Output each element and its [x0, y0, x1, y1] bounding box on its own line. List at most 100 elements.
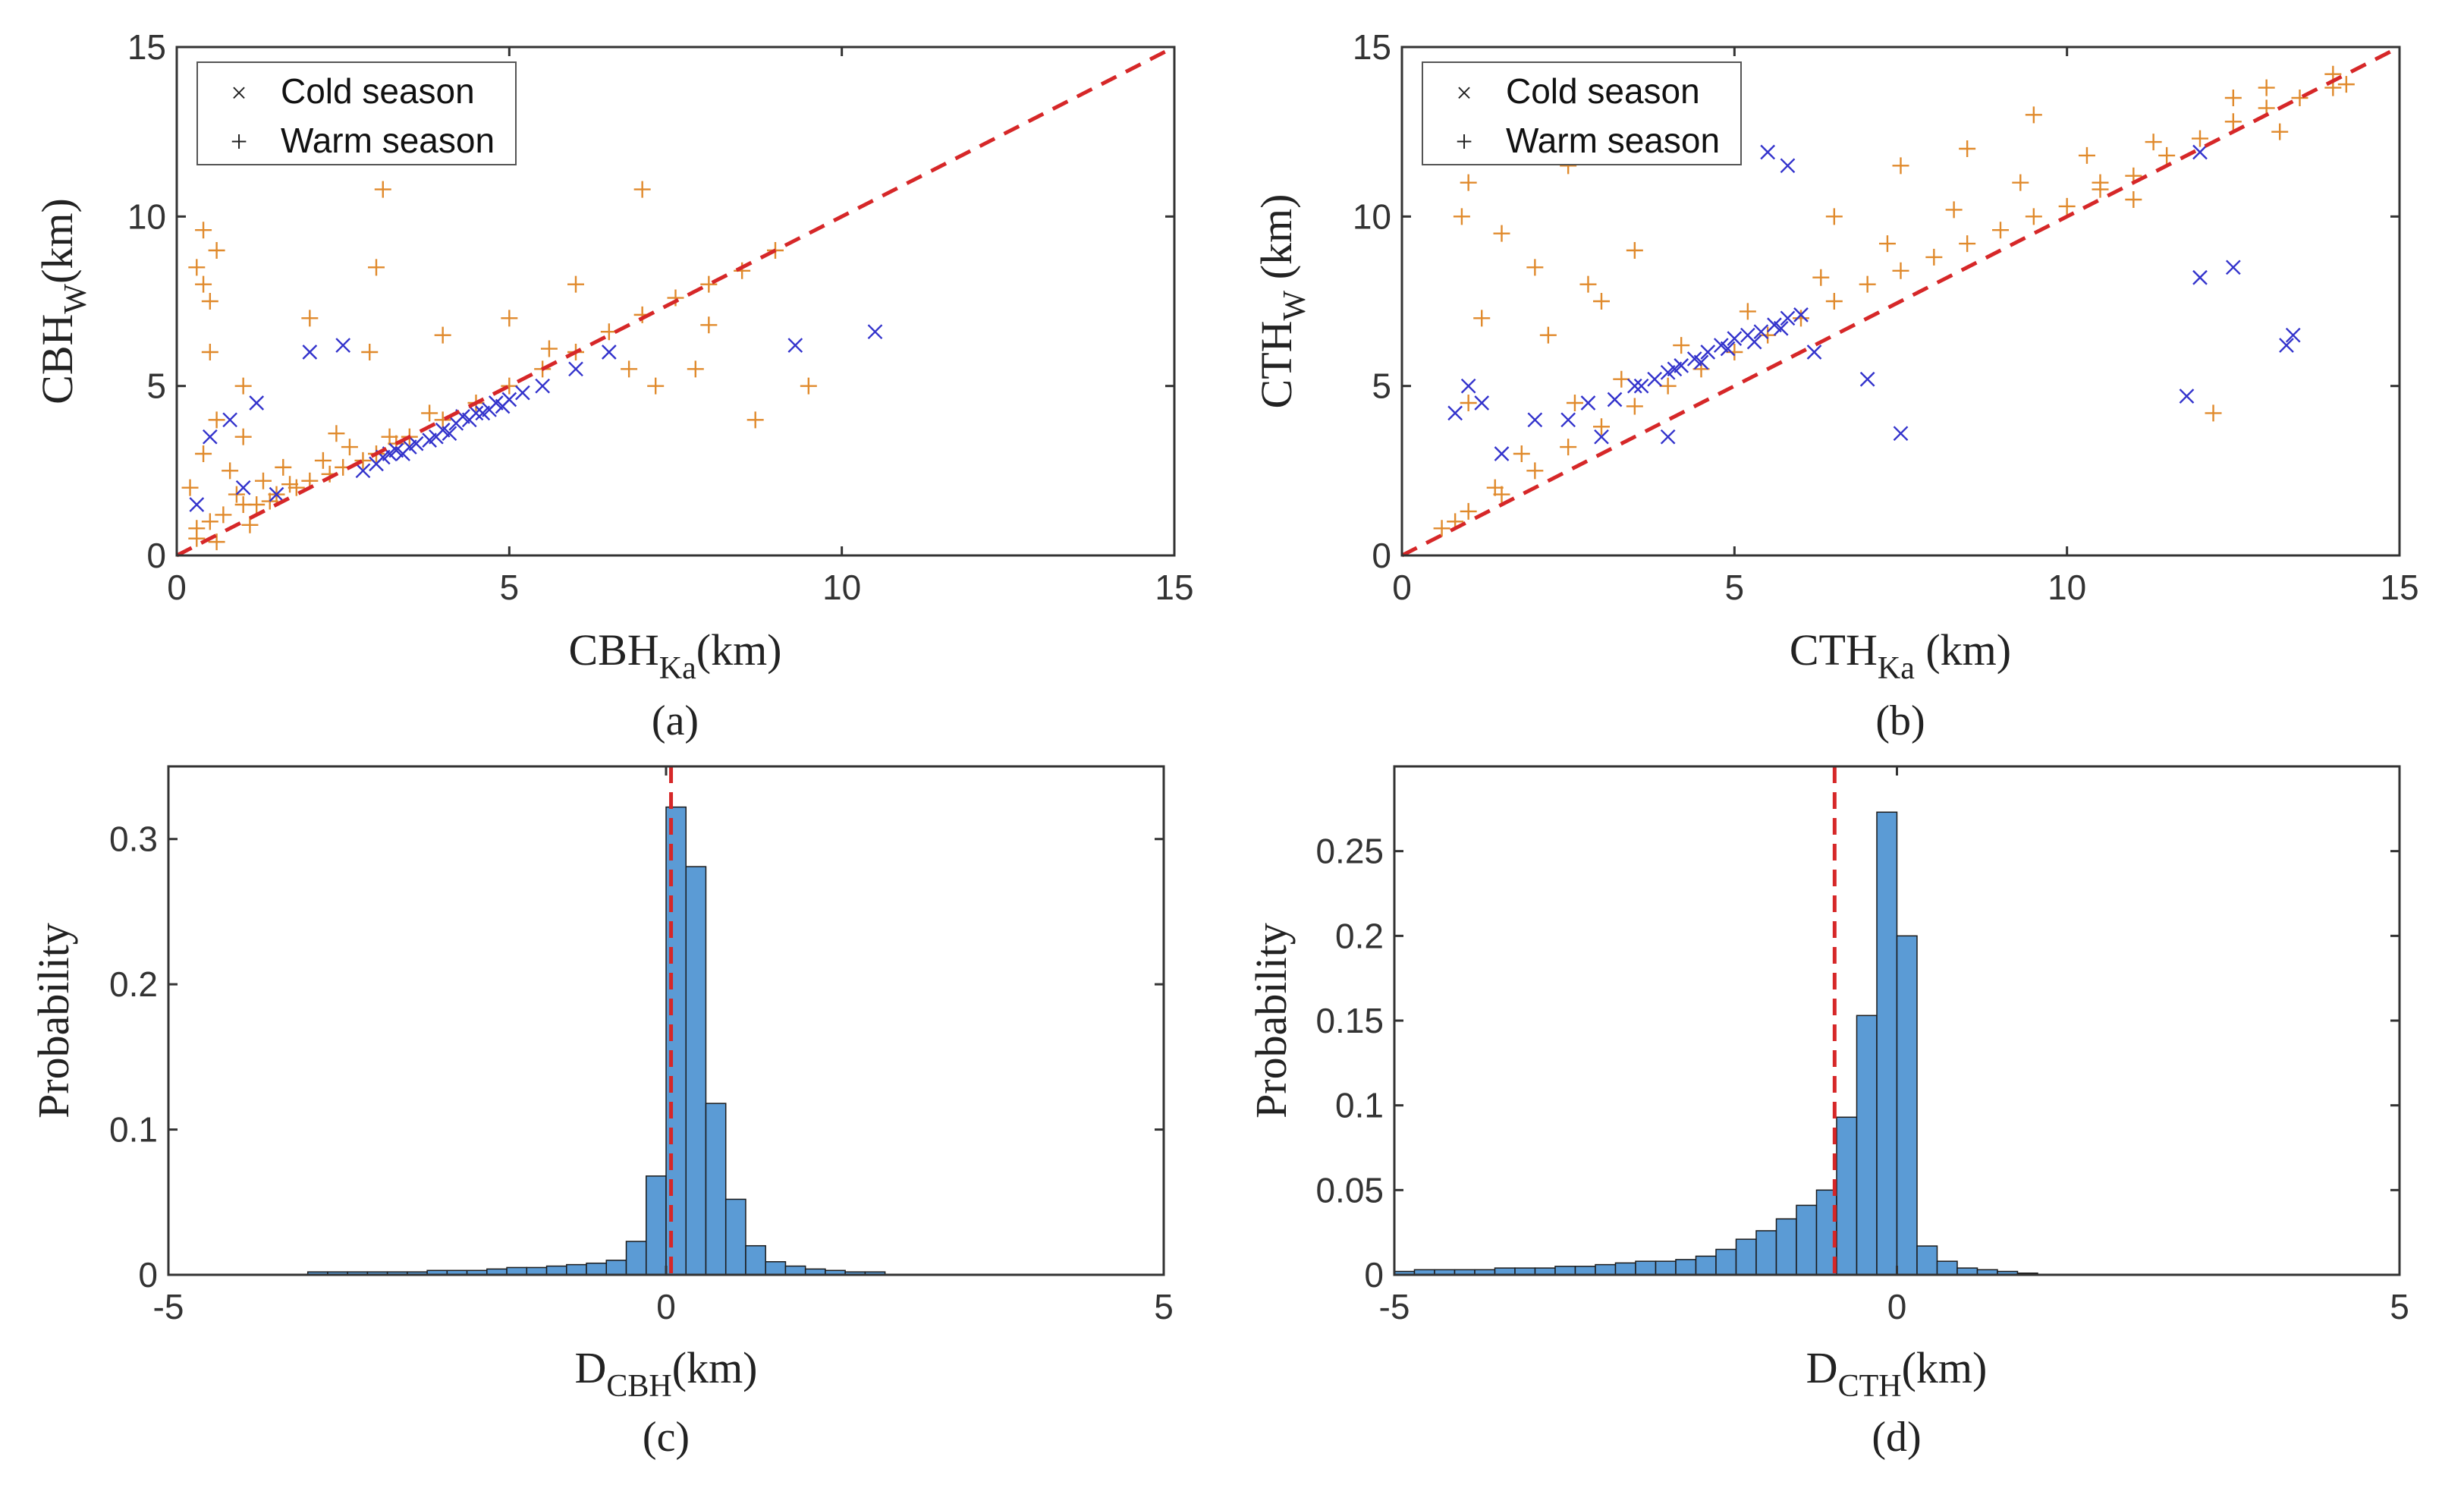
histogram-bar: [625, 1241, 647, 1276]
warm-season-point: [195, 222, 212, 239]
panel-d: -5 0 500.050.10.150.20.25 DCTH(km) Probabi…: [1246, 765, 2409, 1461]
warm-season-point: [1859, 275, 1876, 293]
warm-season-point: [1925, 248, 1943, 266]
panel-b-ticks: 0 5 10 15 0 5 10 15: [1353, 27, 2419, 607]
x-tick-label: 10: [2048, 568, 2086, 607]
warm-season-point: [1759, 326, 1777, 344]
x-tick-label: 5: [500, 568, 520, 607]
y-tick-label: 10: [127, 197, 166, 236]
cold-season-point: [1793, 307, 1809, 322]
warm-season-point: [540, 340, 558, 357]
warm-season-point: [361, 344, 379, 360]
histogram-bar: [784, 1265, 806, 1276]
y-tick-label: 0.05: [1315, 1170, 1384, 1210]
cold-season-point: [535, 378, 551, 394]
warm-season-point: [1793, 310, 1809, 327]
cold-season-point: [249, 395, 265, 411]
y-tick-label: 0: [146, 536, 166, 575]
warm-season-point: [1526, 462, 1544, 480]
warm-season-point: [275, 458, 292, 476]
warm-season-point: [1460, 174, 1477, 191]
cold-season-point: [1746, 334, 1762, 350]
warm-season-point: [501, 310, 518, 327]
histogram-bar: [1595, 1263, 1617, 1276]
warm-season-point: [621, 360, 638, 378]
cold-season-point: [1626, 378, 1642, 394]
panel-a-ticks: 0 5 10 15 0 5 10 15: [127, 27, 1194, 607]
panel-b-label: (b): [1875, 697, 1925, 744]
cold-season-point: [1527, 412, 1543, 428]
warm-season-point: [201, 293, 218, 310]
warm-season-point: [2271, 123, 2289, 140]
warm-season-point: [434, 411, 451, 429]
warm-season-point: [248, 496, 266, 513]
panel-c-xlabel: DCBH(km): [575, 1343, 758, 1404]
warm-season-point: [1579, 275, 1597, 293]
y-tick-label: 0: [1364, 1255, 1384, 1295]
cold-season-point: [2179, 389, 2195, 404]
cold-season-point: [429, 429, 444, 445]
histogram-bar: [1635, 1260, 1657, 1276]
warm-season-point: [1959, 235, 1976, 253]
x-tick-label: -5: [153, 1287, 184, 1326]
warm-season-point: [1726, 344, 1743, 360]
histogram-bar: [1695, 1255, 1717, 1276]
one-to-one-reference-line: [1400, 45, 2401, 558]
panel-a-marks: [175, 45, 1176, 558]
warm-season-point: [215, 506, 232, 524]
panel-d-ylabel: Probability: [1246, 923, 1296, 1118]
x-tick-label: 0: [1887, 1287, 1907, 1326]
histogram-bar: [1675, 1259, 1697, 1276]
warm-season-point: [281, 476, 299, 493]
panel-d-xlabel: DCTH(km): [1806, 1343, 1988, 1404]
cold-season-point: [867, 324, 883, 340]
histogram-bar: [1775, 1218, 1797, 1276]
warm-season-point: [1460, 502, 1477, 520]
warm-season-point: [254, 472, 272, 489]
cold-season-point: [1693, 354, 1709, 370]
warm-season-point: [1593, 293, 1610, 310]
warm-season-point: [1959, 140, 1976, 157]
warm-season-point: [1513, 445, 1530, 462]
warm-season-point: [1659, 377, 1677, 395]
warm-season-point: [2025, 106, 2042, 124]
cold-season-point: [787, 338, 803, 353]
warm-season-point: [195, 445, 212, 462]
cold-season-point: [1773, 320, 1789, 336]
warm-season-point: [2337, 76, 2355, 93]
warm-season-point: [1739, 303, 1756, 320]
histogram-bar: [1876, 811, 1898, 1276]
cold-season-point: [1494, 446, 1510, 461]
warm-season-point: [234, 377, 252, 395]
y-tick-label: 5: [146, 367, 166, 406]
warm-season-point: [222, 462, 239, 480]
legend-warm-label: Warm season: [281, 121, 495, 160]
cold-season-point: [269, 486, 284, 502]
warm-season-point: [1892, 262, 1909, 279]
cold-season-point: [1660, 429, 1676, 445]
legend-cold-marker: ×: [231, 77, 247, 109]
warm-season-point: [746, 411, 764, 429]
cold-season-point: [302, 345, 318, 360]
warm-season-point: [368, 259, 385, 276]
warm-season-point: [314, 451, 332, 469]
histogram-bar: [1836, 1116, 1858, 1276]
one-to-one-reference-line: [175, 45, 1176, 558]
cold-season-point: [1893, 426, 1909, 442]
y-tick-label: 0.2: [1335, 916, 1384, 955]
cold-season-point: [1460, 378, 1476, 394]
panel-a-axes-box: [175, 46, 1176, 557]
warm-season-point: [201, 513, 218, 530]
warm-season-point: [301, 310, 319, 327]
x-tick-label: 10: [822, 568, 861, 607]
warm-season-point: [288, 479, 305, 496]
cold-season-point: [1607, 392, 1623, 407]
warm-season-point: [2058, 197, 2076, 215]
warm-season-point: [1673, 337, 1690, 354]
panel-b-ylabel: CTHW (km): [1252, 194, 1312, 409]
y-tick-label: 0.3: [109, 820, 158, 859]
panel-c-marks: [306, 766, 886, 1276]
histogram-bar: [1715, 1248, 1737, 1276]
warm-season-point: [195, 275, 212, 293]
warm-season-point: [800, 377, 817, 395]
